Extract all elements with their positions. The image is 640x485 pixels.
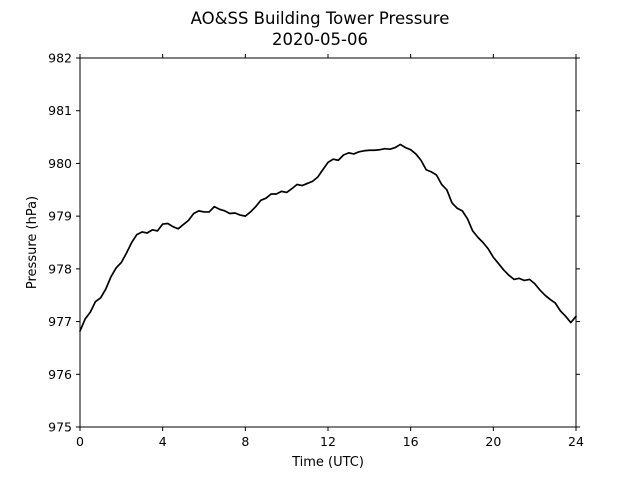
y-tick-label: 982 (48, 51, 72, 66)
y-axis-label: Pressure (hPa) (25, 196, 40, 289)
x-tick-label: 8 (241, 434, 249, 449)
x-tick-label: 4 (159, 434, 167, 449)
y-tick-label: 978 (48, 261, 72, 276)
y-tick-label: 977 (48, 314, 72, 329)
x-tick-label: 24 (568, 434, 584, 449)
y-axis-ticks: 975 976 977 978 979 980 981 982 (48, 51, 580, 435)
x-tick-label: 20 (485, 434, 501, 449)
x-axis-label: Time (UTC) (291, 455, 364, 470)
y-tick-label: 976 (48, 367, 72, 382)
x-axis-ticks: 0 4 8 12 16 20 24 (76, 54, 584, 449)
x-tick-label: 16 (403, 434, 419, 449)
y-tick-label: 980 (48, 156, 72, 171)
chart-title: AO&SS Building Tower Pressure (191, 9, 450, 28)
x-tick-label: 12 (320, 434, 336, 449)
pressure-series-line (79, 143, 577, 332)
x-tick-label: 0 (76, 434, 84, 449)
chart-subtitle: 2020-05-06 (272, 30, 368, 49)
y-tick-label: 975 (48, 420, 72, 435)
y-tick-label: 979 (48, 209, 72, 224)
y-tick-label: 981 (48, 103, 72, 118)
